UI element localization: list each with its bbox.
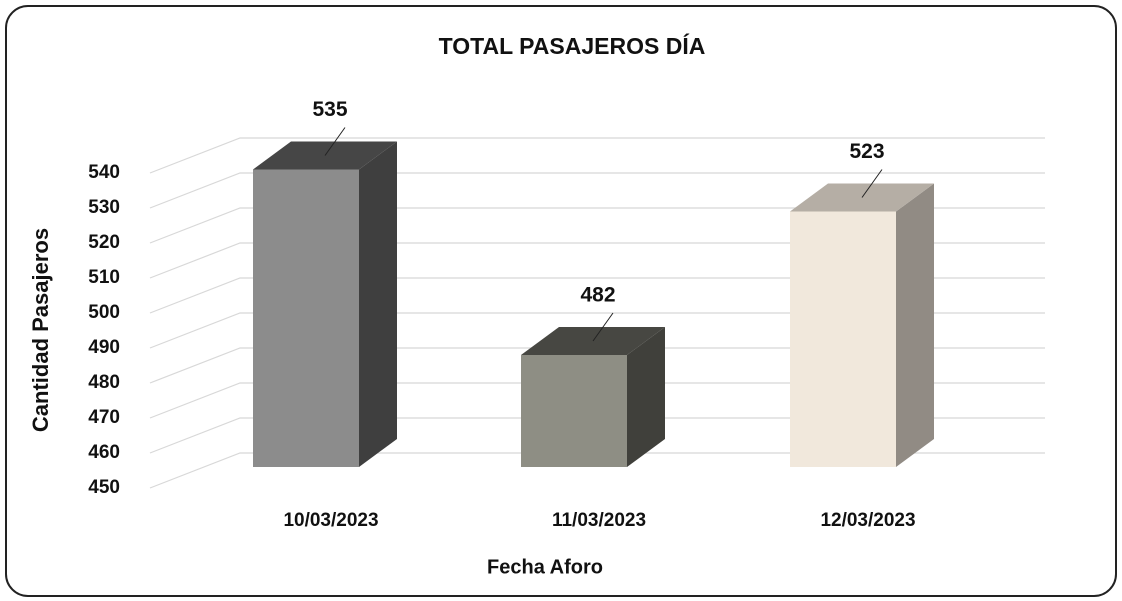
bar (790, 211, 896, 467)
y-tick-label: 490 (88, 337, 120, 358)
grid-line (149, 452, 1045, 489)
grid-line (149, 312, 1045, 349)
y-axis-title: Cantidad Pasajeros (28, 228, 53, 432)
bar-side (896, 183, 934, 467)
value-label: 535 (312, 98, 347, 121)
bar (521, 355, 627, 467)
grid-line (149, 417, 1045, 454)
leader-line (592, 312, 614, 342)
grid-line (149, 172, 1045, 209)
grid-line (149, 347, 1045, 384)
x-tick-label: 11/03/2023 (552, 510, 646, 531)
bar-side (359, 141, 397, 467)
y-tick-label: 470 (88, 407, 120, 428)
chart-title: TOTAL PASAJEROS DÍA (439, 32, 706, 59)
value-label: 482 (580, 284, 615, 307)
y-tick-label: 480 (88, 372, 120, 393)
y-tick-label: 460 (88, 442, 120, 463)
x-tick-label: 12/03/2023 (820, 510, 915, 531)
y-tick-label: 510 (88, 267, 120, 288)
leader-line (324, 127, 346, 156)
x-tick-label: 10/03/2023 (283, 510, 378, 531)
bar (253, 169, 359, 467)
bar-side (627, 327, 665, 467)
grid-line (149, 207, 1045, 244)
y-tick-label: 500 (88, 302, 120, 323)
grid-line (149, 382, 1045, 419)
grid-line (149, 137, 1045, 174)
y-tick-label: 540 (88, 162, 120, 183)
grid-line (149, 242, 1045, 279)
y-tick-label: 530 (88, 197, 120, 218)
grid-line (149, 277, 1045, 314)
leader-line (861, 169, 883, 198)
frame (5, 5, 1117, 597)
y-tick-label: 520 (88, 232, 120, 253)
value-label: 523 (849, 140, 884, 163)
y-tick-label: 450 (88, 477, 120, 498)
x-axis-title: Fecha Aforo (487, 556, 603, 578)
